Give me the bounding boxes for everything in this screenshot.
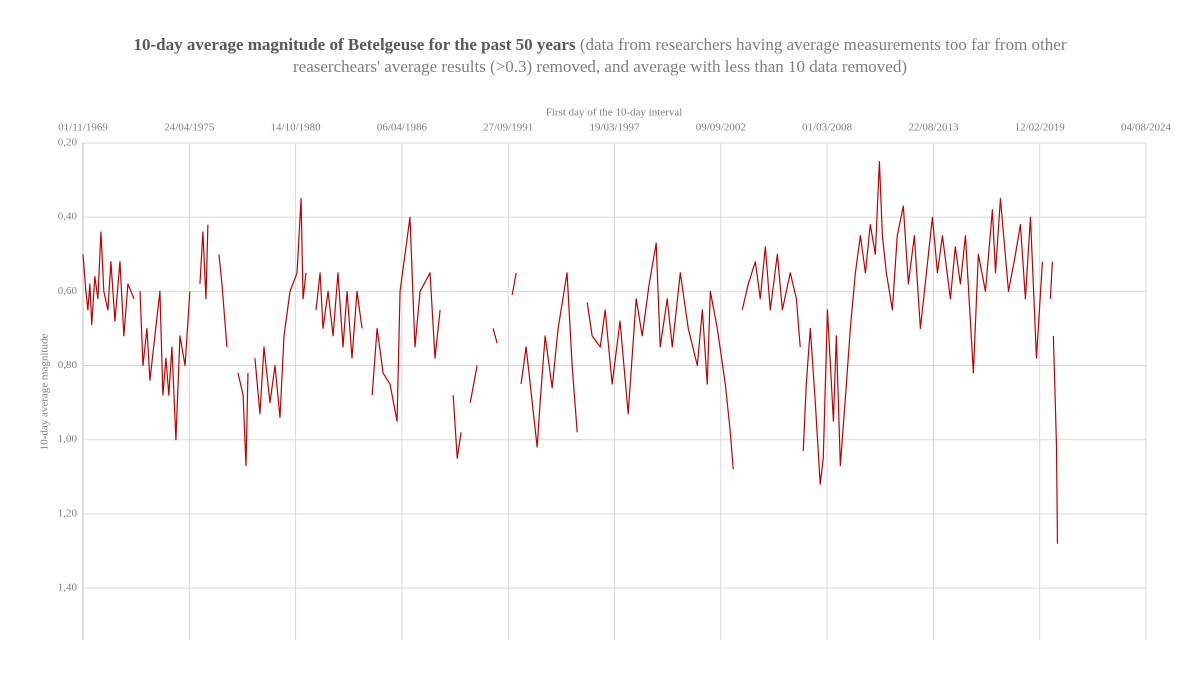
x-axis-label: First day of the 10-day interval [546,107,683,119]
data-line [82,160,1059,544]
y-tick-label: 0,20 [58,137,78,149]
x-tick-label: 12/02/2019 [1015,122,1066,134]
x-tick-label: 09/09/2002 [696,122,746,134]
y-axis-label: 10-day average magnitude [39,334,51,451]
chart-title: 10-day average magnitude of Betelgeuse f… [133,35,576,54]
x-tick-label: 19/03/1997 [589,122,640,134]
x-tick-label: 01/03/2008 [802,122,853,134]
chart-heading: 10-day average magnitude of Betelgeuse f… [130,34,1070,78]
y-tick-label: 0,60 [58,285,78,297]
x-tick-label: 22/08/2013 [908,122,959,134]
y-tick-label: 1,00 [58,433,78,445]
x-tick-label: 06/04/1986 [377,122,428,134]
x-tick-label: 14/10/1980 [271,122,322,134]
x-tick-label: 04/08/2024 [1121,122,1172,134]
x-tick-label: 01/11/1969 [58,122,108,134]
chart-subtitle: (data from researchers having average me… [293,35,1067,76]
y-tick-label: 1,40 [58,582,78,594]
y-tick-label: 0,80 [58,359,78,371]
y-tick-label: 0,40 [58,211,78,223]
x-tick-label: 24/04/1975 [164,122,215,134]
x-tick-label: 27/09/1991 [483,122,533,134]
y-tick-label: 1,20 [58,507,78,519]
